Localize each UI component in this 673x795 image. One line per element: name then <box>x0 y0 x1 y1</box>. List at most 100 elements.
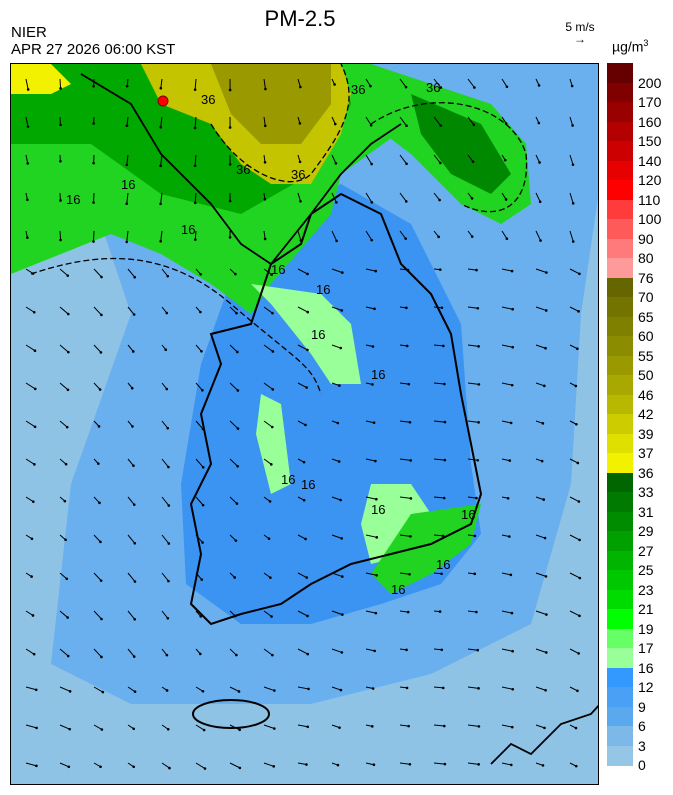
contour-label: 16 <box>371 367 385 382</box>
legend-bin <box>607 102 633 122</box>
wind-arrow-head <box>199 615 203 618</box>
wind-arrow-head <box>510 725 514 729</box>
wind-arrow <box>297 420 306 426</box>
wind-arrow-head <box>439 161 442 165</box>
wind-arrow-head <box>508 535 511 538</box>
wind-arrow-head <box>340 309 344 312</box>
wind-arrow <box>331 268 343 274</box>
jeju-island <box>192 699 270 729</box>
wind-arrow <box>467 648 478 651</box>
wind-arrow-head <box>441 534 445 538</box>
contour-label: 36 <box>426 80 440 95</box>
wind-arrow-head <box>236 427 240 430</box>
legend-label: 12 <box>638 679 654 695</box>
legend-bin <box>607 433 633 454</box>
legend-label: 37 <box>638 445 654 461</box>
wind-arrow <box>25 382 36 390</box>
wind-arrow <box>365 192 373 203</box>
wind-arrow <box>433 306 442 309</box>
wind-arrow-head <box>202 728 206 732</box>
wind-arrow <box>160 78 163 89</box>
wind-arrow <box>433 382 445 385</box>
wind-arrow <box>535 534 546 539</box>
wind-arrow <box>93 496 100 504</box>
wind-arrow-head <box>270 615 273 618</box>
wind-arrow-head <box>100 655 103 659</box>
wind-arrow-head <box>404 85 408 89</box>
wind-arrow <box>569 268 580 275</box>
wind-arrow <box>569 306 579 312</box>
wind-arrow <box>399 458 411 461</box>
wind-arrow <box>399 78 407 88</box>
unit-superscript: 3 <box>643 38 649 48</box>
legend-label: 110 <box>638 191 661 208</box>
wind-arrow-head <box>570 84 574 88</box>
wind-arrow-head <box>99 540 102 544</box>
wind-arrow-head <box>405 648 408 652</box>
wind-arrow-head <box>542 498 546 501</box>
wind-arrow <box>161 534 170 544</box>
legend-bin <box>607 745 633 766</box>
wind-arrow <box>365 154 373 165</box>
color-legend <box>607 63 633 766</box>
wind-arrow <box>433 344 444 347</box>
contour-label: 16 <box>371 502 385 517</box>
wind-arrow <box>195 458 204 468</box>
wind-arrow-head <box>165 387 169 391</box>
wind-arrow-head <box>406 268 410 272</box>
legend-label: 120 <box>638 172 662 188</box>
wind-arrow-head <box>132 655 136 658</box>
wind-arrow-head <box>63 499 67 503</box>
wind-arrow-head <box>339 498 342 502</box>
wind-arrow-head <box>577 652 580 655</box>
wind-arrow-head <box>198 652 202 656</box>
legend-label: 3 <box>638 737 646 754</box>
wind-arrow <box>433 762 445 765</box>
wind-arrow-head <box>544 346 547 350</box>
legend-bin <box>607 667 633 688</box>
wind-arrow-head <box>268 500 272 503</box>
wind-arrow <box>59 306 69 315</box>
wind-arrow-head <box>193 126 197 130</box>
wind-arrow <box>331 610 343 616</box>
wind-arrow <box>467 78 475 88</box>
wind-arrow-head <box>305 576 309 579</box>
legend-bin <box>607 199 633 220</box>
wind-arrow <box>127 344 134 352</box>
wind-arrow <box>25 686 37 691</box>
wind-arrow-head <box>508 459 512 462</box>
wind-arrow <box>263 686 275 692</box>
wind-arrow <box>195 420 204 430</box>
wind-arrow <box>263 724 275 730</box>
wind-arrow-head <box>33 387 37 391</box>
legend-label: 19 <box>638 620 654 637</box>
wind-arrow-head <box>544 309 548 312</box>
wind-arrow-head <box>509 421 513 425</box>
wind-arrow <box>92 230 95 242</box>
wind-arrow-head <box>405 162 408 166</box>
wind-arrow <box>365 230 373 241</box>
contour-label: 16 <box>66 192 80 207</box>
wind-arrow-head <box>234 272 237 276</box>
wind-arrow <box>127 306 135 315</box>
wind-arrow-head <box>443 458 447 462</box>
wind-arrow <box>535 230 542 241</box>
wind-arrow <box>93 686 104 693</box>
legend-bin <box>607 589 633 610</box>
legend-label: 60 <box>638 328 654 344</box>
wind-arrow-head <box>473 572 477 576</box>
wind-arrow-head <box>409 535 412 538</box>
wind-arrow <box>467 420 479 423</box>
wind-arrow <box>25 762 37 767</box>
wind-arrow-head <box>165 653 169 657</box>
contour-labels: 16 16 16 16 16 16 16 16 16 16 16 16 16 36 36 36 36 36 <box>66 80 475 597</box>
wind-arrow-head <box>503 158 507 162</box>
wind-arrow-head <box>475 610 478 614</box>
wind-arrow <box>501 458 510 462</box>
contour-36 <box>210 64 350 183</box>
wind-arrow-head <box>407 382 411 386</box>
wind-arrow-head <box>543 536 547 540</box>
wind-arrow-head <box>442 344 445 348</box>
wind-arrow <box>229 420 239 429</box>
legend-label: 33 <box>638 484 654 500</box>
